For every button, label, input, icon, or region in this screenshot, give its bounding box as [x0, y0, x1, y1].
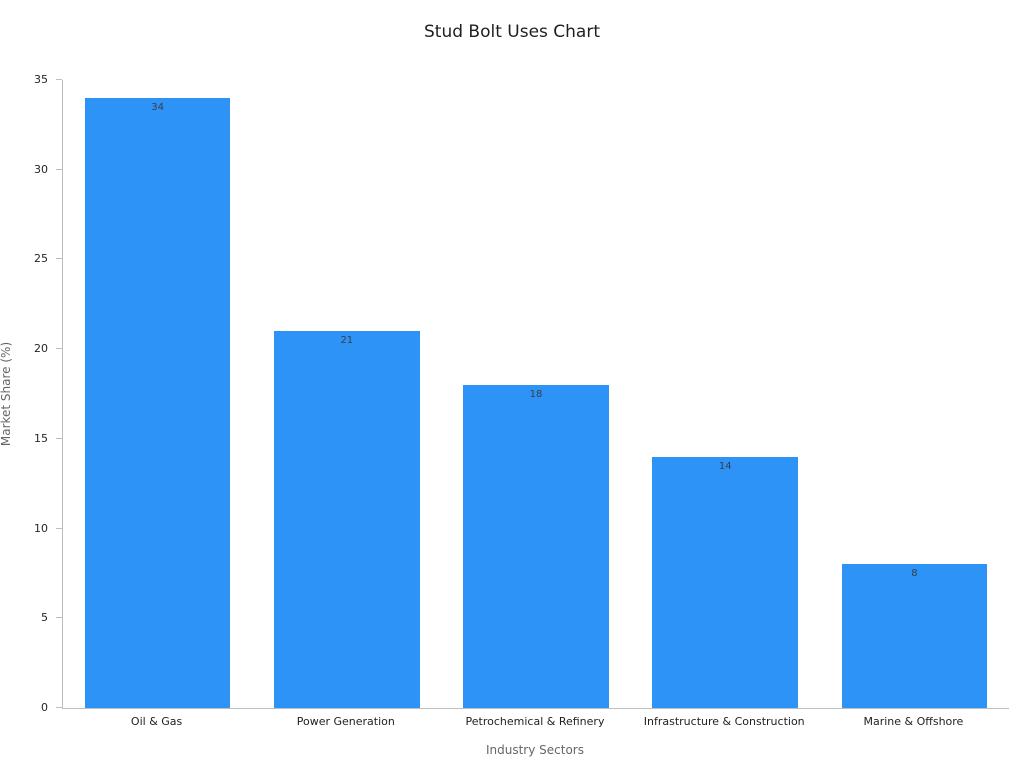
y-tick-label: 5 [41, 611, 48, 625]
bar: 14 [652, 456, 799, 708]
bar: 18 [463, 385, 609, 708]
x-tick-label: Infrastructure & Construction [643, 715, 805, 728]
bar: 21 [273, 331, 420, 708]
x-tick-label: Oil & Gas [130, 715, 183, 728]
bar-value-label: 14 [718, 460, 732, 472]
plot-area: 34 21 18 14 8 [62, 80, 1009, 709]
y-tick-mark [56, 437, 62, 439]
y-tick-mark [56, 258, 62, 260]
bar: 8 [841, 564, 988, 708]
y-tick-mark [56, 168, 62, 170]
y-tick-label: 25 [34, 252, 48, 266]
bars: 34 21 18 14 8 [63, 80, 1009, 708]
bar-slot: 8 [820, 80, 1009, 708]
y-tick-label: 10 [34, 521, 48, 535]
bar-slot: 18 [441, 80, 630, 708]
x-tick-label: Marine & Offshore [863, 715, 964, 728]
chart-title: Stud Bolt Uses Chart [423, 22, 601, 42]
y-tick-mark [56, 527, 62, 529]
x-tick-label: Power Generation [296, 715, 395, 728]
y-tick-label: 0 [41, 701, 48, 714]
x-tick-label: Petrochemical & Refinery [465, 715, 605, 728]
bar-slot: 34 [63, 80, 252, 708]
y-axis: 0 5 10 15 20 25 30 35 [0, 73, 62, 714]
y-tick-label: 30 [34, 162, 48, 176]
y-tick-label: 15 [34, 431, 48, 445]
bar-value-label: 21 [340, 335, 354, 347]
bar-slot: 14 [631, 80, 820, 708]
bar: 34 [84, 97, 231, 708]
y-tick-label: 35 [34, 73, 48, 86]
y-tick-mark [56, 348, 62, 350]
y-tick-mark [56, 79, 62, 80]
y-tick-label: 20 [34, 342, 48, 356]
x-axis-labels: Oil & Gas Power Generation Petrochemical &… [62, 715, 1008, 728]
bar-value-label: 34 [151, 101, 164, 113]
y-tick-mark [56, 707, 62, 708]
bar-value-label: 18 [529, 389, 543, 401]
bar-slot: 21 [252, 80, 441, 708]
x-axis-title: Industry Sectors [485, 743, 584, 757]
y-tick-mark [56, 617, 62, 619]
bar-value-label: 8 [911, 568, 918, 580]
y-axis-title: Market Share (%) [0, 341, 13, 447]
